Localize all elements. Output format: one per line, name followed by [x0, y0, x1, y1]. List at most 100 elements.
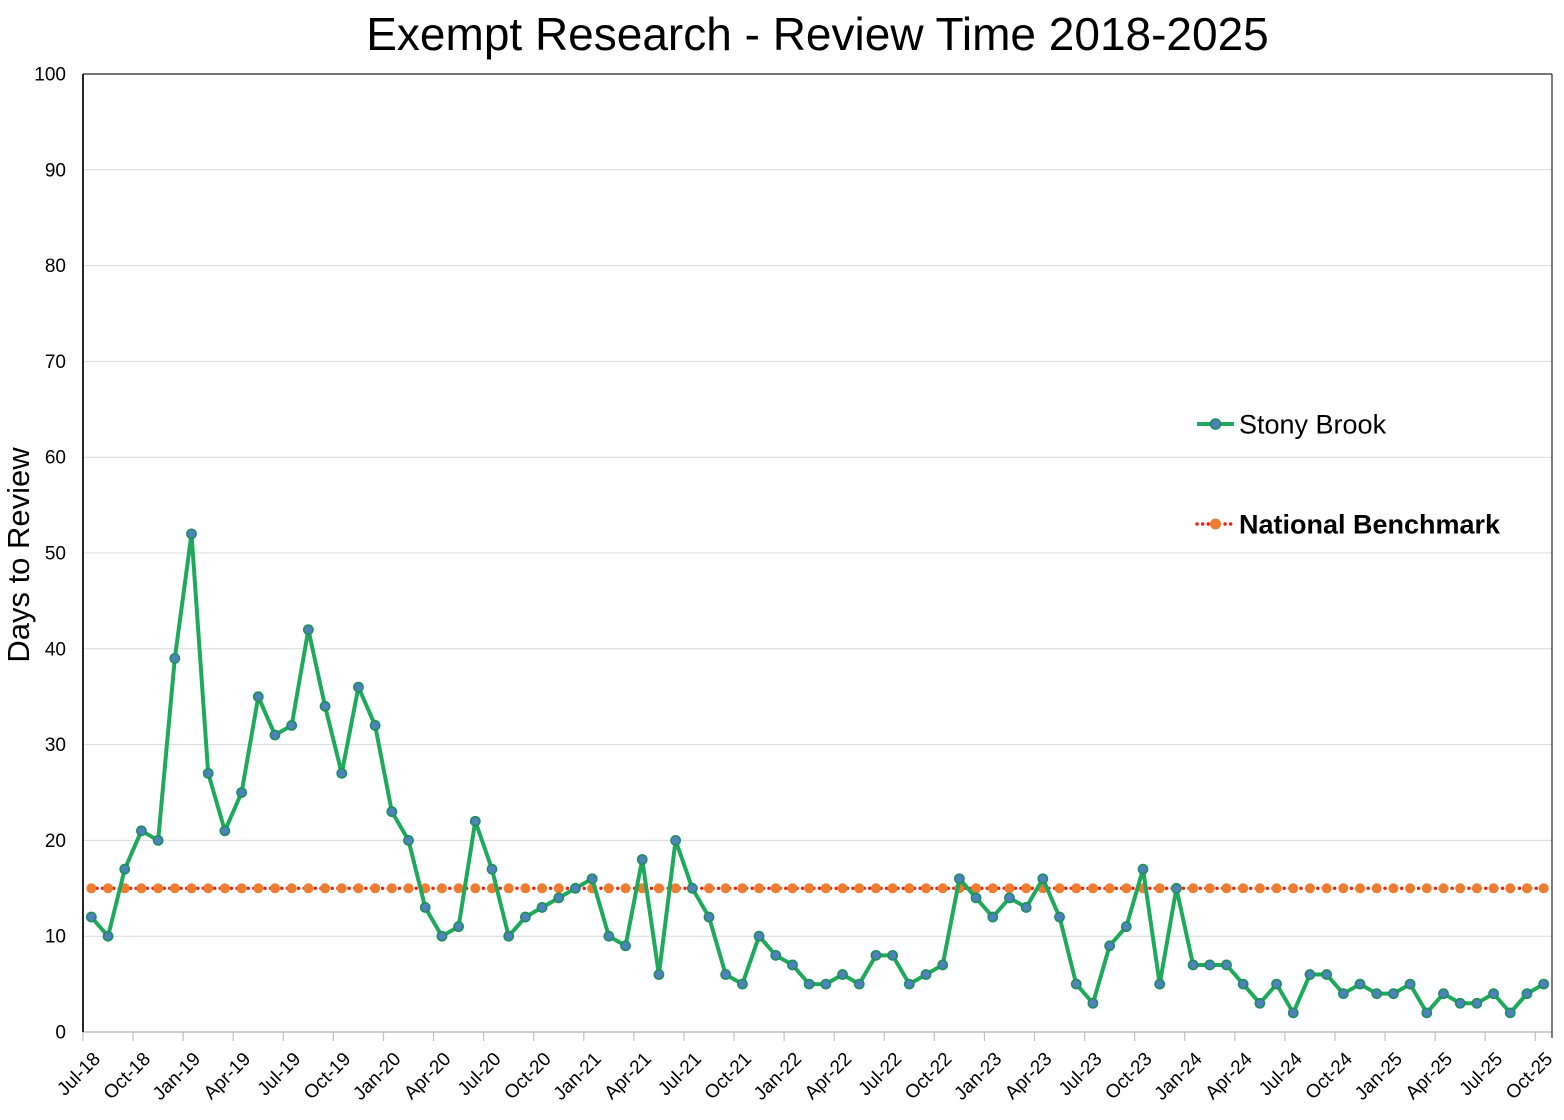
data-point-marker — [1321, 969, 1333, 980]
benchmark-marker — [1488, 883, 1499, 894]
data-point-marker — [369, 720, 381, 731]
data-point-marker — [519, 911, 531, 923]
data-point-marker — [1237, 978, 1249, 990]
x-tick-label: Jan-23 — [950, 1049, 1006, 1105]
benchmark-marker — [1004, 883, 1015, 894]
benchmark-marker — [1405, 883, 1416, 894]
x-tick-label: Oct-25 — [1502, 1049, 1557, 1104]
data-point-marker — [1104, 940, 1116, 952]
data-point-marker — [987, 911, 999, 923]
benchmark-marker — [320, 883, 331, 894]
x-tick-label: Apr-24 — [1202, 1048, 1257, 1103]
data-point-marker — [1471, 997, 1483, 1009]
data-point-marker — [937, 959, 949, 971]
benchmark-marker — [537, 883, 548, 894]
benchmark-marker — [971, 883, 982, 894]
data-point-marker — [753, 930, 765, 942]
data-point-marker — [419, 902, 431, 913]
data-point-marker — [1304, 969, 1316, 980]
benchmark-marker — [887, 883, 898, 894]
data-point-marker — [1154, 978, 1166, 990]
benchmark-marker — [1471, 883, 1482, 894]
x-tick-label: Oct-23 — [1101, 1049, 1156, 1104]
benchmark-marker — [1521, 883, 1532, 894]
x-tick-label: Jul-20 — [454, 1049, 505, 1100]
y-tick-label: 90 — [45, 160, 66, 181]
benchmark-marker — [1221, 883, 1232, 894]
legend-label-national-benchmark: National Benchmark — [1239, 510, 1501, 540]
benchmark-marker — [703, 883, 714, 894]
data-point-marker — [1521, 988, 1533, 1000]
benchmark-marker — [253, 883, 264, 894]
data-point-marker — [503, 930, 515, 942]
benchmark-marker — [103, 883, 114, 894]
x-tick-label: Jan-24 — [1151, 1048, 1207, 1104]
data-point-marker — [1070, 978, 1082, 990]
data-point-marker — [1271, 978, 1282, 990]
benchmark-marker — [336, 883, 347, 894]
x-tick-label: Apr-22 — [801, 1049, 856, 1104]
benchmark-marker — [453, 883, 464, 894]
data-point-marker — [85, 911, 97, 923]
data-point-marker — [403, 835, 414, 846]
data-point-marker — [169, 652, 181, 664]
x-tick-label: Oct-19 — [300, 1049, 355, 1104]
benchmark-marker — [1021, 883, 1032, 894]
x-tick-label: Jan-25 — [1351, 1049, 1407, 1105]
y-tick-label: 100 — [34, 65, 66, 86]
benchmark-marker — [987, 883, 998, 894]
y-tick-label: 70 — [45, 352, 66, 373]
data-point-marker — [136, 825, 147, 837]
benchmark-marker — [1355, 883, 1366, 894]
benchmark-marker — [1071, 883, 1082, 894]
benchmark-marker — [1238, 883, 1249, 894]
benchmark-marker — [136, 883, 147, 894]
data-point-marker — [870, 949, 882, 961]
x-tick-label: Jan-19 — [149, 1049, 205, 1105]
benchmark-marker — [1455, 883, 1466, 894]
benchmark-marker — [1388, 883, 1399, 894]
data-point-marker — [353, 681, 364, 693]
benchmark-marker — [1054, 883, 1065, 894]
y-tick-label: 40 — [45, 639, 66, 660]
data-point-marker — [1404, 978, 1416, 990]
data-point-marker — [1488, 988, 1499, 1000]
benchmark-marker — [1338, 883, 1349, 894]
data-point-marker — [903, 978, 915, 990]
x-tick-label: Jul-18 — [53, 1049, 104, 1100]
data-point-marker — [1254, 997, 1266, 1009]
benchmark-marker — [236, 883, 247, 894]
benchmark-marker — [720, 883, 731, 894]
benchmark-marker — [1371, 883, 1382, 894]
y-tick-label: 10 — [45, 927, 66, 948]
y-tick-label: 20 — [45, 831, 66, 852]
benchmark-marker — [186, 883, 197, 894]
data-point-marker — [553, 892, 565, 904]
benchmark-marker — [1188, 883, 1199, 894]
data-point-marker — [1454, 997, 1466, 1009]
data-point-marker — [1337, 988, 1349, 1000]
data-point-marker — [1287, 1007, 1299, 1019]
x-tick-label: Apr-19 — [200, 1049, 255, 1104]
data-point-marker — [286, 720, 298, 731]
x-tick-label: Oct-22 — [901, 1049, 956, 1104]
data-point-marker — [219, 825, 231, 837]
x-tick-label: Jul-24 — [1255, 1048, 1307, 1100]
legend-label-stony-brook: Stony Brook — [1239, 410, 1387, 440]
data-point-marker — [236, 787, 247, 798]
benchmark-marker — [870, 883, 881, 894]
x-tick-label: Jul-23 — [1055, 1049, 1106, 1100]
data-point-marker — [837, 969, 848, 980]
x-tick-label: Apr-25 — [1402, 1049, 1457, 1104]
benchmark-marker — [286, 883, 297, 894]
benchmark-marker — [670, 883, 681, 894]
benchmark-marker — [353, 883, 364, 894]
gridlines — [83, 169, 1552, 937]
national-benchmark-series — [86, 883, 1549, 894]
benchmark-marker — [269, 883, 280, 894]
data-point-marker — [302, 624, 314, 636]
benchmark-marker — [787, 883, 798, 894]
legend: Stony Brook National Benchmark — [1195, 410, 1501, 540]
data-point-marker — [653, 969, 665, 980]
